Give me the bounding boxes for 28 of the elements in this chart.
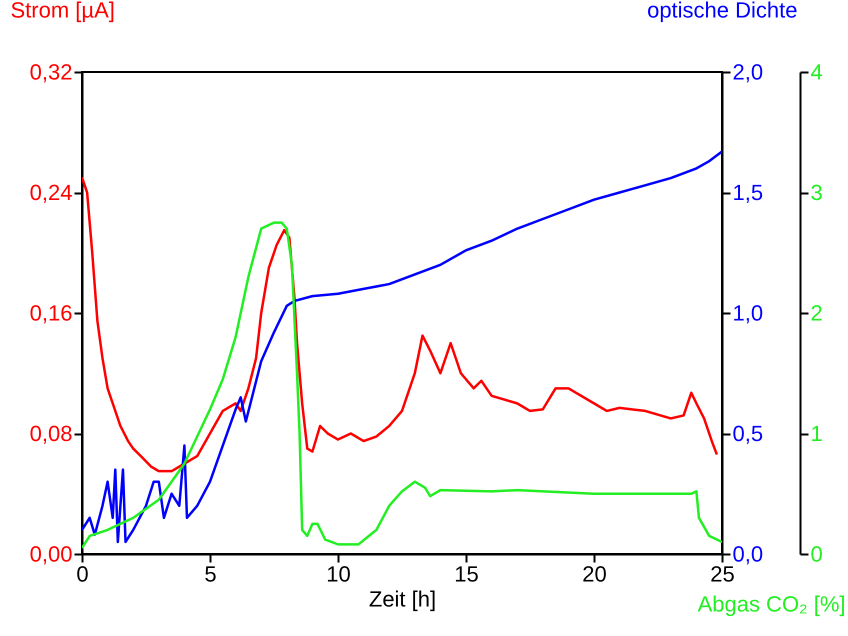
y3-tick-label: 4 <box>810 60 823 84</box>
y2-tick-label: 2,0 <box>732 60 764 84</box>
y3-tick-label: 3 <box>810 180 823 205</box>
y2-axis-title: optische Dichte <box>647 0 798 22</box>
y2-tick-label: 0,5 <box>732 421 764 446</box>
y3-tick-label: 0 <box>810 542 823 566</box>
y3-axis-title: Abgas CO₂ [%] <box>698 592 846 616</box>
y-tick-label: 0,00 <box>30 542 72 566</box>
x-tick-label: 20 <box>582 562 607 586</box>
x-tick-label: 10 <box>326 562 351 586</box>
y3-tick-label: 2 <box>810 300 823 326</box>
y2-tick-label: 0,0 <box>732 542 764 566</box>
x-tick-label: 5 <box>204 562 217 586</box>
x-axis-title: Zeit [h] <box>368 586 436 612</box>
x-tick-label: 0 <box>76 562 89 586</box>
x-tick-label: 25 <box>710 562 735 586</box>
line-series <box>82 221 722 550</box>
line-series <box>82 150 722 544</box>
y-tick-label: 0,08 <box>30 421 72 446</box>
x-tick-label: 15 <box>454 562 479 586</box>
y-tick-label: 0,16 <box>30 300 72 326</box>
y-tick-label: 0,24 <box>30 180 72 205</box>
y-axis-title: Strom [µA] <box>10 0 115 22</box>
y3-tick-label: 1 <box>810 421 823 446</box>
y2-tick-label: 1,0 <box>732 300 764 326</box>
y-tick-label: 0,32 <box>30 60 72 84</box>
y2-tick-label: 1,5 <box>732 180 764 205</box>
line-series <box>82 176 718 472</box>
